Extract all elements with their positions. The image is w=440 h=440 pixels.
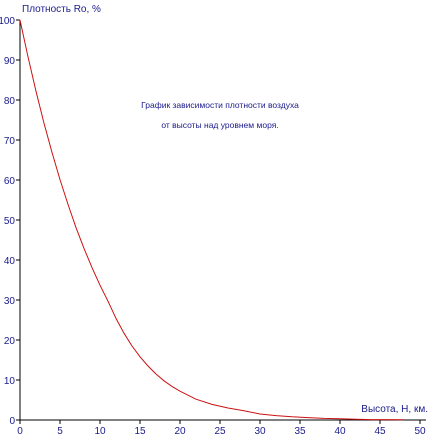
x-tick-label: 15 (134, 426, 146, 437)
x-tick-label: 0 (17, 426, 23, 437)
y-tick-label: 10 (4, 376, 16, 387)
y-tick-label: 20 (4, 336, 16, 347)
x-tick-label: 25 (214, 426, 226, 437)
y-tick-label: 0 (9, 416, 15, 427)
x-tick-label: 10 (94, 426, 106, 437)
axes (19, 20, 426, 421)
y-tick-label: 70 (4, 136, 16, 147)
y-tick-label: 90 (4, 56, 16, 67)
x-tick-label: 5 (57, 426, 63, 437)
chart-title-line-1: График зависимости плотности воздуха (141, 100, 299, 110)
y-axis-label: Плотность Ro, % (22, 4, 101, 15)
x-tick-label: 20 (174, 426, 186, 437)
y-tick-label: 100 (0, 16, 15, 27)
chart-title-line-2: от высоты над уровнем моря. (161, 120, 278, 130)
y-tick-label: 80 (4, 96, 16, 107)
x-tick-label: 45 (374, 426, 386, 437)
x-tick-label: 50 (414, 426, 426, 437)
x-tick-label: 40 (334, 426, 346, 437)
series (19, 19, 405, 421)
y-tick-label: 30 (4, 296, 16, 307)
y-tick-label: 50 (4, 216, 16, 227)
density-series-line (19, 19, 405, 421)
x-tick-label: 30 (254, 426, 266, 437)
y-tick-label: 40 (4, 256, 16, 267)
x-tick-label: 35 (294, 426, 306, 437)
y-tick-label: 60 (4, 176, 16, 187)
ticks: 0 5 10 15 20 25 30 35 40 45 50 0 10 20 30 40 50 60 70 80 90 1… (0, 16, 426, 437)
x-axis-label: Высота, Н, км. (361, 404, 428, 415)
